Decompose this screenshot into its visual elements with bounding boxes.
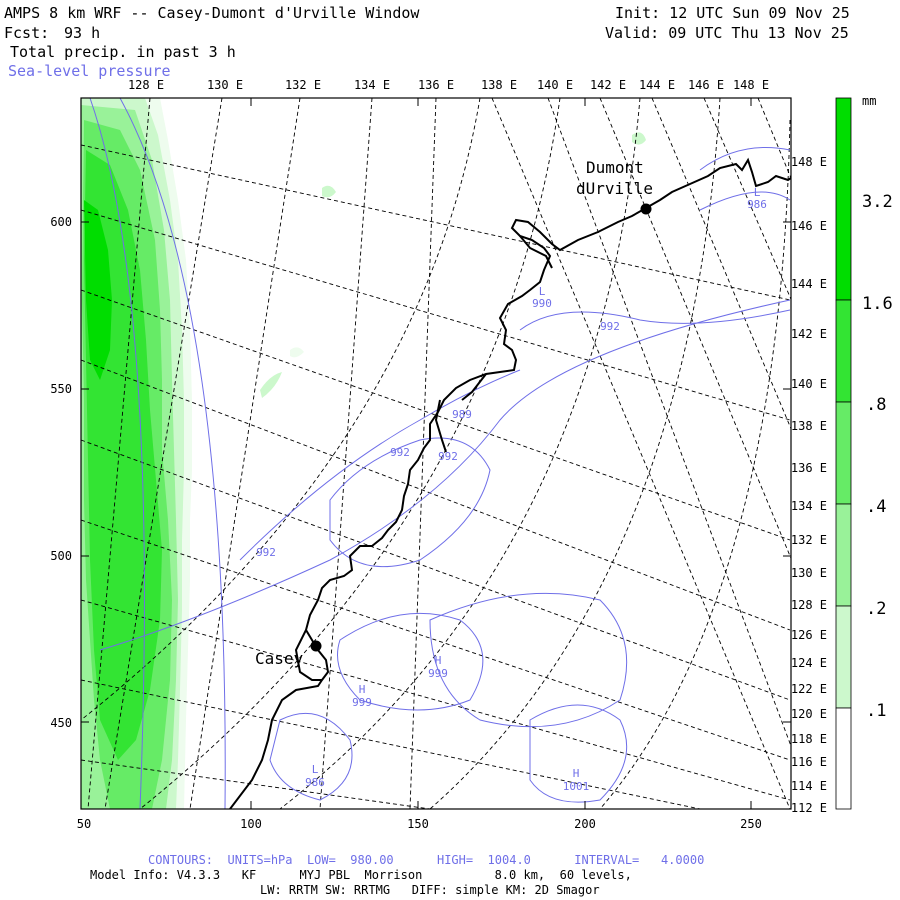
- pressure-value: 992: [256, 546, 276, 559]
- legend-swatch-0.1: [835, 707, 852, 810]
- physics-info: LW: RRTM SW: RRTMG DIFF: simple KM: 2D S…: [260, 883, 600, 897]
- legend-swatch-1.6: [835, 299, 852, 403]
- top-lon-label: 140 E: [537, 78, 573, 92]
- x-axis-label: 150: [407, 817, 429, 831]
- pressure-value: 992: [390, 446, 410, 459]
- legend-swatch-3.2: [835, 97, 852, 301]
- right-lon-label: 146 E: [791, 219, 827, 233]
- y-axis-label: 450: [50, 716, 72, 730]
- right-lon-label: 126 E: [791, 628, 827, 642]
- right-lon-label: 134 E: [791, 499, 827, 513]
- y-axis-label: 550: [50, 382, 72, 396]
- top-lon-label: 138 E: [481, 78, 517, 92]
- top-lon-label: 148 E: [733, 78, 769, 92]
- pressure-value: 999: [352, 696, 372, 709]
- top-lon-label: 146 E: [688, 78, 724, 92]
- pressure-value: 986: [747, 198, 767, 211]
- right-lon-label: 144 E: [791, 277, 827, 291]
- map-title: AMPS 8 km WRF -- Casey-Dumont d'Urville …: [4, 4, 420, 22]
- right-lon-label: 122 E: [791, 682, 827, 696]
- valid-time: Valid: 09 UTC Thu 13 Nov 25: [605, 24, 849, 42]
- pressure-value: 989: [452, 408, 472, 421]
- top-lon-label: 136 E: [418, 78, 454, 92]
- latlon-grid: [81, 98, 791, 809]
- right-lon-label: 142 E: [791, 327, 827, 341]
- pressure-high-marker: H: [435, 654, 442, 667]
- pressure-value: 999: [428, 667, 448, 680]
- right-lon-label: 132 E: [791, 533, 827, 547]
- field-description: Total precip. in past 3 h: [10, 43, 236, 61]
- pressure-value: 992: [438, 450, 458, 463]
- x-axis-label: 100: [240, 817, 262, 831]
- legend-label: .8: [866, 395, 886, 415]
- dumont-durville-station-marker: [640, 203, 652, 215]
- legend-label: 3.2: [862, 192, 893, 212]
- right-lon-label: 138 E: [791, 419, 827, 433]
- right-lon-label: 118 E: [791, 732, 827, 746]
- top-lon-label: 130 E: [207, 78, 243, 92]
- right-lon-label: 116 E: [791, 755, 827, 769]
- pressure-value: 986: [305, 776, 325, 789]
- right-lon-label: 112 E: [791, 801, 827, 815]
- legend-label: 1.6: [862, 294, 893, 314]
- casey-station-marker: [310, 640, 322, 652]
- y-axis-ticks: [81, 221, 791, 723]
- precip-legend: mm 3.2 1.6 .8 .4 .2 .1: [835, 94, 893, 810]
- x-axis-label: 200: [574, 817, 596, 831]
- x-axis-ticks: [250, 98, 752, 809]
- pressure-value: 992: [600, 320, 620, 333]
- model-info: Model Info: V4.3.3 KF MYJ PBL Morrison 8…: [90, 868, 632, 882]
- pressure-low-marker: L: [312, 763, 319, 776]
- legend-swatch-0.2: [835, 605, 852, 709]
- right-lon-label: 124 E: [791, 656, 827, 670]
- y-axis-label: 600: [50, 215, 72, 229]
- pressure-value: 990: [532, 297, 552, 310]
- pressure-contours: [89, 98, 791, 809]
- plot-frame: [80, 97, 792, 810]
- pressure-high-marker: H: [573, 767, 580, 780]
- legend-label: .2: [866, 599, 886, 619]
- pressure-low-marker: L: [539, 285, 546, 298]
- legend-label: .4: [866, 497, 886, 517]
- station-label-dumont: Dumont: [586, 158, 644, 177]
- pressure-low-marker: L: [754, 186, 761, 199]
- legend-swatch-0.4: [835, 503, 852, 607]
- top-lon-label: 144 E: [639, 78, 675, 92]
- station-label-durville: dUrville: [576, 179, 653, 198]
- pressure-value: 1001: [563, 780, 590, 793]
- top-lon-label: 142 E: [590, 78, 626, 92]
- top-lon-label: 128 E: [128, 78, 164, 92]
- forecast-hours: 93 h: [64, 24, 101, 42]
- top-lon-label: 132 E: [285, 78, 321, 92]
- init-time: Init: 12 UTC Sun 09 Nov 25: [615, 4, 850, 22]
- right-lon-label: 148 E: [791, 155, 827, 169]
- legend-units: mm: [862, 94, 876, 108]
- legend-swatch-0.8: [835, 401, 852, 505]
- right-lon-label: 120 E: [791, 707, 827, 721]
- x-axis-label: 50: [77, 817, 91, 831]
- pressure-high-marker: H: [359, 683, 366, 696]
- legend-label: .1: [866, 701, 886, 721]
- x-axis-label: 250: [740, 817, 762, 831]
- y-axis-label: 500: [50, 549, 72, 563]
- right-lon-label: 114 E: [791, 779, 827, 793]
- right-lon-label: 136 E: [791, 461, 827, 475]
- overlay-description: Sea-level pressure: [8, 62, 171, 80]
- right-lon-label: 128 E: [791, 598, 827, 612]
- coastline: [229, 157, 791, 809]
- station-label-casey: Casey: [255, 649, 304, 668]
- right-lon-label: 130 E: [791, 566, 827, 580]
- forecast-label: Fcst:: [4, 24, 50, 42]
- top-lon-label: 134 E: [354, 78, 390, 92]
- contour-info: CONTOURS: UNITS=hPa LOW= 980.00 HIGH= 10…: [148, 853, 705, 867]
- right-lon-label: 140 E: [791, 377, 827, 391]
